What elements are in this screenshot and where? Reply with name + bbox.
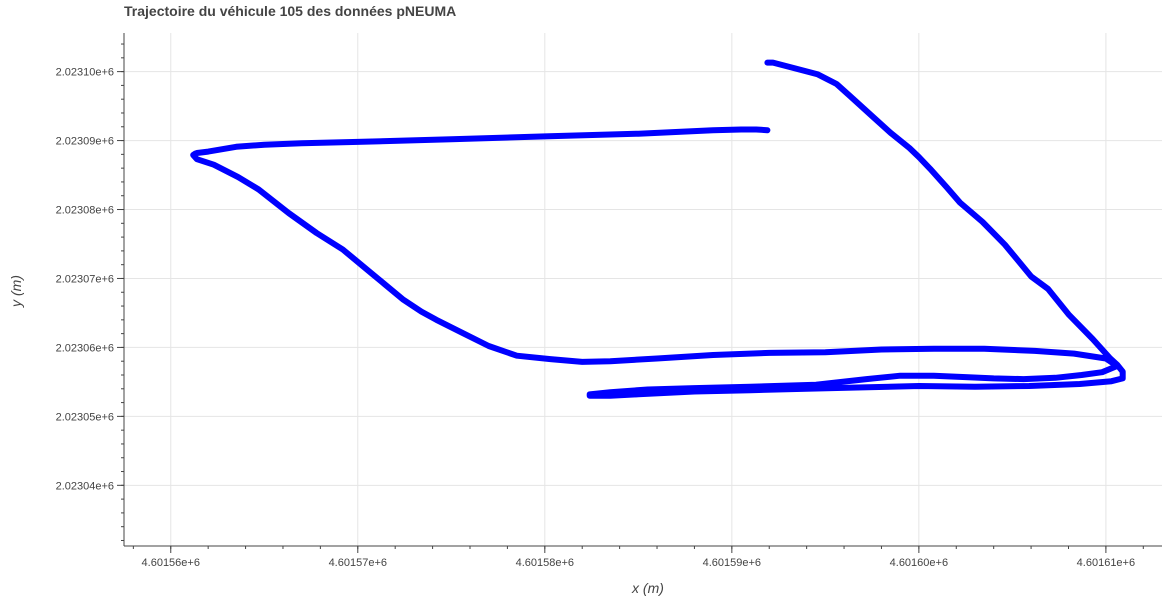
y-axis-label: y (m) <box>8 275 24 308</box>
y-tick-label: 2.02310e+6 <box>56 67 114 79</box>
grid-lines <box>124 33 1162 546</box>
x-tick-label: 4.60156e+6 <box>142 557 200 569</box>
y-tick-label: 2.02305e+6 <box>56 411 114 423</box>
x-tick-label: 4.60159e+6 <box>703 557 761 569</box>
y-tick-label: 2.02309e+6 <box>56 136 114 148</box>
chart-title: Trajectoire du véhicule 105 des données … <box>124 3 457 19</box>
axes: 4.60156e+6 4.60157e+6 4.60158e+6 4.60159e+6… <box>56 33 1162 569</box>
x-tick-label: 4.60161e+6 <box>1077 557 1135 569</box>
x-axis-label: x (m) <box>631 580 664 596</box>
x-tick-label: 4.60158e+6 <box>516 557 574 569</box>
x-tick-label: 4.60157e+6 <box>329 557 387 569</box>
y-tick-label: 2.02308e+6 <box>56 205 114 217</box>
series-layer <box>190 59 1126 399</box>
trajectory-line <box>190 59 1126 399</box>
y-tick-label: 2.02304e+6 <box>56 480 114 492</box>
y-tick-label: 2.02306e+6 <box>56 342 114 354</box>
y-tick-label: 2.02307e+6 <box>56 273 114 285</box>
x-tick-label: 4.60160e+6 <box>890 557 948 569</box>
